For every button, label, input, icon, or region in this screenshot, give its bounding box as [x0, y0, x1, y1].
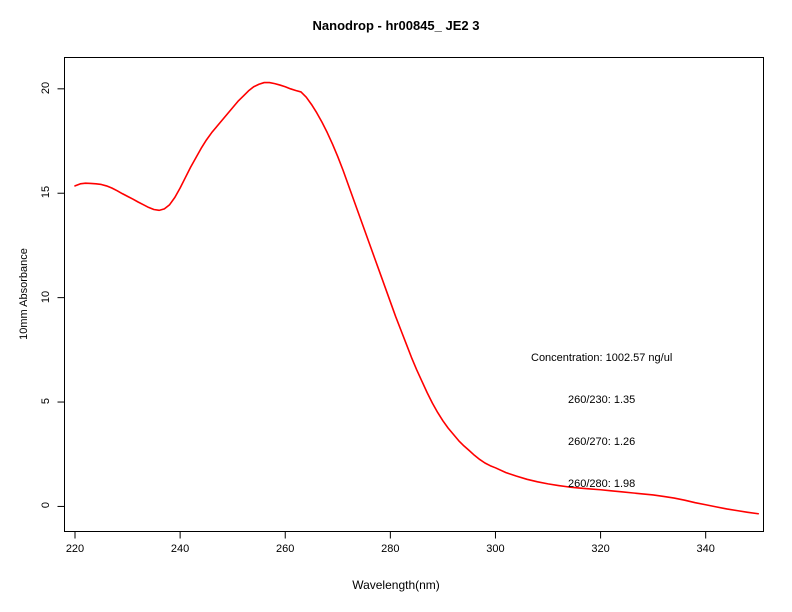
- absorbance-curve: [74, 81, 760, 515]
- x-tick-label: 220: [65, 542, 85, 555]
- annotation-ratio-260-280: 260/280: 1.98: [567, 478, 636, 490]
- x-tick-label: 340: [696, 542, 715, 555]
- x-tick-label: 300: [486, 542, 505, 555]
- x-axis-label: Wavelength(nm): [352, 578, 440, 592]
- axes-group: [57, 57, 764, 539]
- y-tick-label: 15: [39, 186, 52, 199]
- x-axis-ticks: [74, 531, 707, 539]
- y-tick-label: 5: [39, 397, 52, 405]
- x-tick-label: 280: [381, 542, 400, 555]
- y-tick-label: 20: [39, 81, 52, 94]
- chart-title: Nanodrop - hr00845_ JE2 3: [312, 18, 480, 33]
- stats-annotation: Concentration: 1002.57 ng/ul 260/230: 1.…: [531, 323, 672, 519]
- plot-frame: [64, 57, 764, 532]
- y-tick-label: 10: [39, 290, 52, 303]
- y-axis-label: 10mm Absorbance: [18, 248, 30, 340]
- annotation-concentration: Concentration: 1002.57 ng/ul: [531, 352, 673, 364]
- y-tick-label: 0: [39, 502, 52, 509]
- annotation-ratio-260-270: 260/270: 1.26: [567, 436, 636, 448]
- data-series-group: [74, 81, 760, 515]
- annotation-ratio-260-230: 260/230: 1.35: [567, 394, 636, 406]
- y-axis-ticks: [57, 88, 65, 507]
- x-tick-label: 320: [591, 542, 610, 555]
- x-tick-label: 260: [276, 542, 295, 555]
- x-tick-label: 240: [170, 542, 190, 555]
